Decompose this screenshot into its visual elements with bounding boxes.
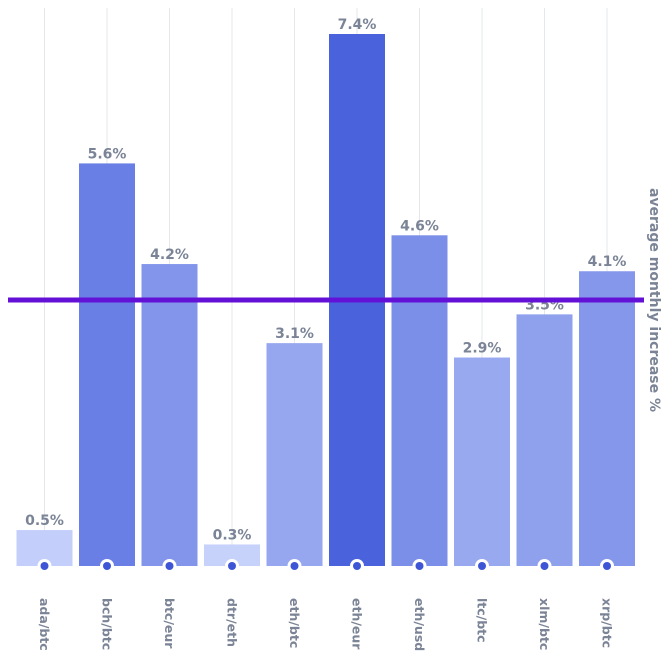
bar [454,357,510,566]
axis-dot [103,562,111,570]
bar-value-label: 0.3% [213,527,252,543]
x-tick-label: eth/btc [287,598,302,648]
bar [266,343,323,566]
x-tick-label: dtr/eth [225,598,240,647]
x-tick-label: ada/btc [37,598,52,651]
bar [141,264,198,566]
bar-value-label: 7.4% [338,17,377,33]
bar-value-label: 4.6% [400,218,439,234]
axis-dot [478,562,486,570]
value-labels-layer: 0.5%5.6%4.2%0.3%3.1%7.4%4.6%2.9%3.5%4.1% [25,17,626,543]
axis-dot [165,562,174,570]
bar [391,235,448,566]
x-tick-label: xlm/btc [537,598,552,650]
x-tick-label: btc/eur [162,598,177,649]
bar-value-label: 4.2% [150,247,189,263]
y-axis-title: average monthly increase % [646,188,662,412]
x-tick-label: bch/btc [100,598,115,650]
bar-value-label: 3.1% [275,326,314,342]
axis-dot [415,562,424,570]
bar [516,314,573,566]
axis-dot [603,562,611,570]
bar [579,271,635,566]
axis-dot [353,562,361,570]
bar [204,544,260,566]
axis-dot [290,562,299,570]
bar-value-label: 4.1% [588,254,627,270]
axis-dot [540,562,549,570]
bar-value-label: 0.5% [25,513,64,529]
axis-dot [40,562,49,570]
bar-value-label: 2.9% [463,341,502,357]
x-tick-label: xrp/btc [600,598,615,648]
bar [79,163,135,567]
axis-dot [228,562,236,570]
x-tick-label: eth/eur [350,598,365,650]
bar-value-label: 5.6% [88,146,127,162]
x-tick-label: eth/usd [412,598,427,651]
x-tick-label: ltc/btc [475,598,490,643]
axis-dots-layer [37,559,614,573]
x-tick-labels-layer: ada/btc bch/btc btc/eur dtr/eth eth/btc eth/e… [37,598,615,651]
